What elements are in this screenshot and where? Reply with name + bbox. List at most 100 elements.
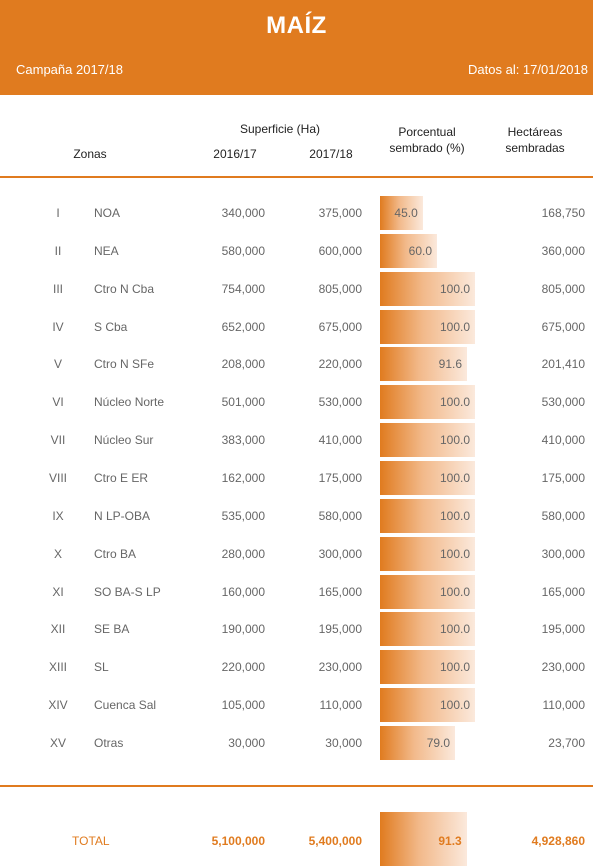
- header-divider: [0, 176, 593, 178]
- total-pct-label: 91.3: [438, 834, 462, 848]
- zone-number: II: [54, 243, 62, 258]
- zone-name: SO BA-S LP: [94, 584, 161, 599]
- hectareas-sembradas: 110,000: [542, 698, 586, 713]
- superficie-2016: 383,000: [221, 433, 265, 448]
- superficie-2017: 580,000: [318, 508, 362, 523]
- superficie-2016: 580,000: [221, 243, 265, 258]
- pct-label: 100.0: [439, 622, 470, 637]
- zone-number: V: [53, 357, 62, 372]
- pct-label: 45.0: [394, 206, 418, 220]
- col-header-superficie: Superficie (Ha): [239, 122, 321, 136]
- superficie-2016: 340,000: [221, 206, 265, 220]
- hectareas-sembradas: 300,000: [541, 546, 585, 561]
- hectareas-sembradas: 360,000: [541, 243, 585, 258]
- superficie-2017: 375,000: [318, 206, 362, 220]
- hectareas-sembradas: 201,410: [541, 357, 585, 372]
- superficie-2017: 165,000: [318, 584, 362, 599]
- zone-name: Ctro N SFe: [94, 357, 155, 372]
- zone-number: XI: [52, 584, 64, 599]
- zone-name: Otras: [94, 735, 124, 750]
- pct-bar: [380, 460, 475, 495]
- pct-label: 100.0: [439, 395, 470, 410]
- pct-bar: [380, 271, 475, 306]
- hectareas-sembradas: 675,000: [541, 319, 585, 334]
- col-header-2016: 2016/17: [213, 147, 257, 161]
- superficie-2016: 162,000: [221, 470, 265, 485]
- total-hectareas-sembradas: 4,928,860: [531, 834, 585, 848]
- hectareas-sembradas: 175,000: [541, 470, 585, 485]
- col-header-pct: Porcentual sembrado (%): [377, 124, 477, 156]
- zone-name: N LP-OBA: [94, 508, 151, 523]
- zone-number: VII: [50, 433, 66, 448]
- total-label: TOTAL: [72, 834, 110, 848]
- page-title: MAÍZ: [266, 12, 327, 39]
- superficie-2016: 160,000: [221, 584, 265, 599]
- hectareas-sembradas: 195,000: [541, 622, 585, 637]
- pct-bar: [380, 309, 475, 344]
- pct-label: 100.0: [439, 660, 470, 675]
- pct-label: 91.6: [438, 357, 463, 372]
- superficie-2017: 110,000: [319, 698, 363, 713]
- superficie-2016: 190,000: [221, 622, 265, 637]
- pct-label: 100.0: [439, 508, 470, 523]
- pct-bar: [380, 612, 475, 647]
- hectareas-sembradas: 530,000: [541, 395, 585, 410]
- pct-bar: [380, 196, 423, 230]
- campaign-label: Campaña 2017/18: [16, 62, 123, 77]
- superficie-2017: 300,000: [318, 546, 362, 561]
- pct-bar: [380, 574, 475, 609]
- pct-label: 100.0: [439, 319, 470, 334]
- zone-name: S Cba: [94, 319, 128, 334]
- pct-bar: [380, 347, 468, 382]
- pct-bar: [380, 650, 475, 685]
- col-header-hectareas: Hectáreas sembradas: [490, 124, 580, 156]
- pct-bar: [380, 725, 456, 760]
- pct-label: 100.0: [439, 470, 470, 485]
- superficie-2016: 30,000: [228, 735, 265, 750]
- zone-number: III: [52, 281, 63, 296]
- superficie-2017: 530,000: [318, 395, 362, 410]
- superficie-2016: 220,000: [221, 660, 265, 675]
- zone-number: X: [53, 546, 62, 561]
- superficie-2017: 220,000: [318, 357, 362, 372]
- pct-label: 100.0: [439, 698, 470, 713]
- superficie-2016: 280,000: [221, 546, 265, 561]
- superficie-2017: 410,000: [318, 433, 362, 448]
- col-header-zonas: Zonas: [73, 147, 107, 161]
- col-header-hect-line2: sembradas: [505, 141, 565, 155]
- col-header-pct-line1: Porcentual: [398, 125, 456, 139]
- zone-number: XV: [49, 735, 66, 750]
- pct-label: 100.0: [439, 584, 470, 599]
- total-divider: [0, 785, 593, 787]
- superficie-2017: 175,000: [318, 470, 362, 485]
- pct-label: 100.0: [439, 546, 470, 561]
- superficie-2017: 600,000: [318, 243, 362, 258]
- hectareas-sembradas: 23,700: [548, 735, 585, 750]
- hectareas-sembradas: 165,000: [541, 584, 585, 599]
- pct-label: 79.0: [426, 735, 451, 750]
- col-header-2017: 2017/18: [309, 147, 353, 161]
- header-banner: MAÍZ Campaña 2017/18 Datos al: 17/01/201…: [0, 0, 593, 95]
- zone-number: XII: [50, 622, 66, 637]
- pct-bar: [380, 688, 475, 723]
- superficie-2016: 105,000: [221, 698, 265, 713]
- col-header-pct-line2: sembrado (%): [389, 141, 465, 155]
- hectareas-sembradas: 410,000: [541, 433, 585, 448]
- pct-bar: [380, 385, 475, 420]
- hectareas-sembradas: 580,000: [541, 508, 585, 523]
- pct-label: 100.0: [439, 433, 470, 448]
- col-header-hect-line1: Hectáreas: [507, 125, 563, 139]
- pct-bar: [380, 498, 475, 533]
- superficie-2017: 230,000: [318, 660, 362, 675]
- total-pct-bar: [380, 812, 467, 866]
- pct-bar: [380, 536, 475, 571]
- zone-number: IV: [52, 319, 64, 334]
- hectareas-sembradas: 805,000: [541, 281, 585, 296]
- zone-name: Ctro E ER: [94, 470, 149, 485]
- superficie-2016: 208,000: [221, 357, 265, 372]
- superficie-2016: 652,000: [221, 319, 265, 334]
- hectareas-sembradas: 168,750: [541, 206, 585, 220]
- pct-bar: [380, 233, 437, 268]
- zone-number: I: [56, 206, 60, 220]
- zone-name: Cuenca Sal: [94, 698, 157, 713]
